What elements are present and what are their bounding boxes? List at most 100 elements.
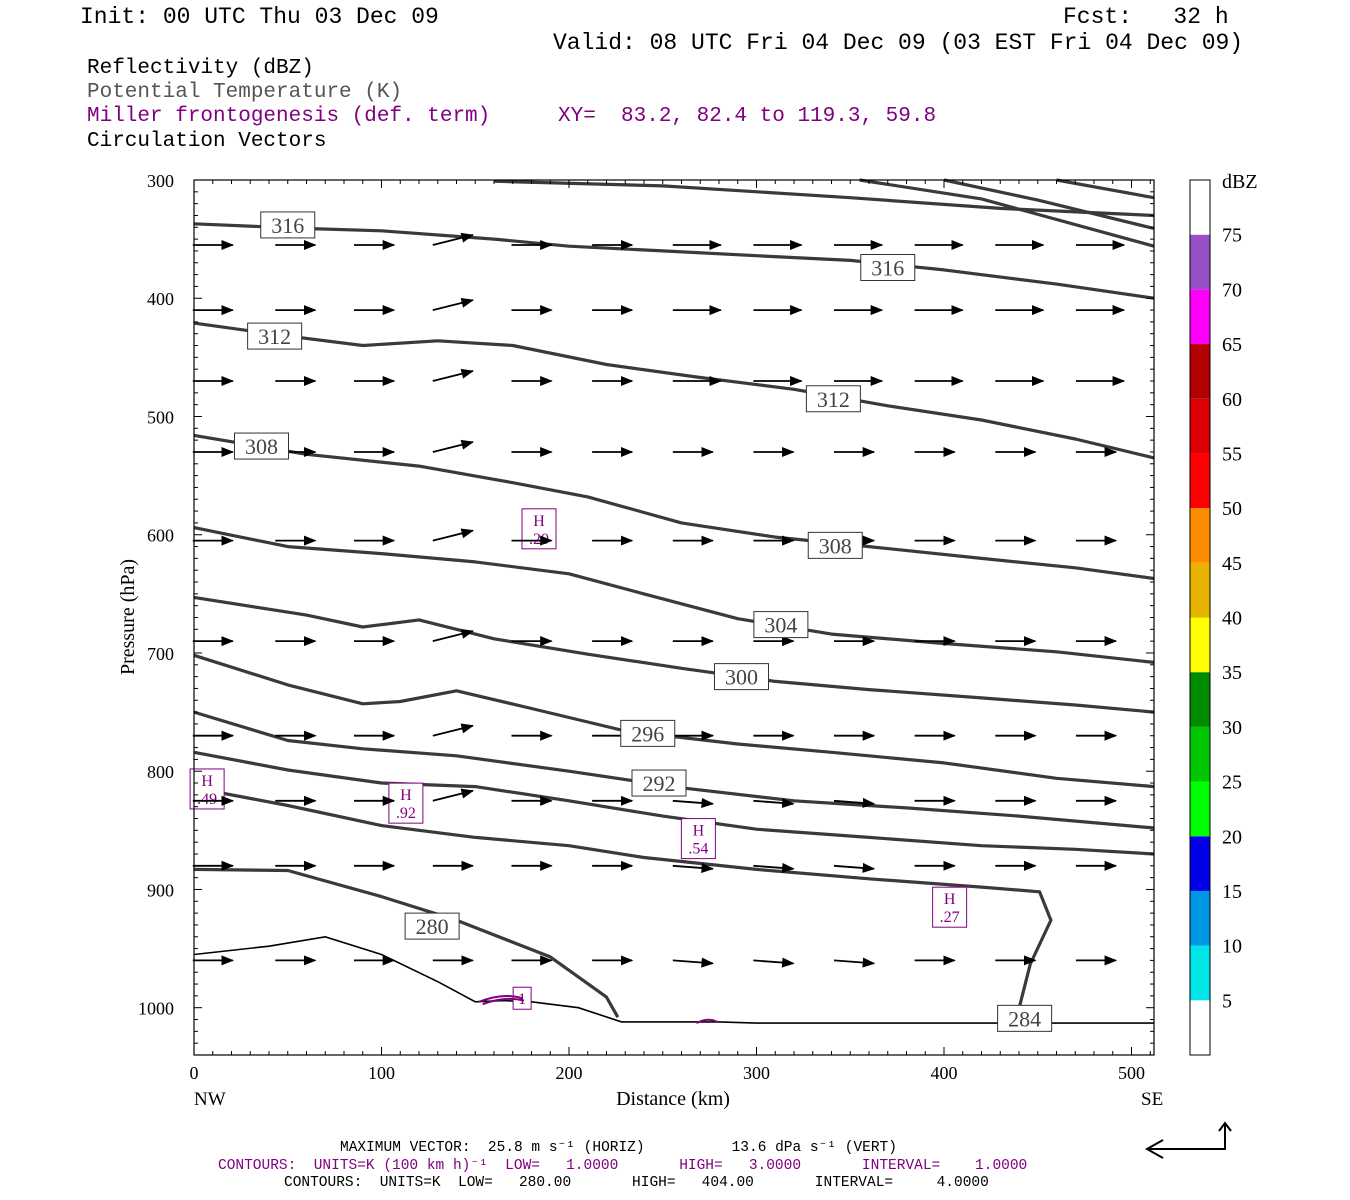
theta-contour-296 — [193, 653, 1155, 789]
fronto-max-value: .54 — [688, 841, 708, 858]
fronto-max-value: .49 — [197, 791, 217, 808]
fronto-max-box — [189, 768, 225, 810]
theta-contour-316 — [193, 222, 1155, 300]
colorbar-unit: dBZ — [1222, 171, 1258, 193]
cross-section-endpoints: XY= 83.2, 82.4 to 119.3, 59.8 — [558, 105, 937, 128]
theta-label-box — [404, 912, 460, 940]
theta-label-box — [997, 1004, 1053, 1032]
x-tick-label: 300 — [743, 1063, 770, 1083]
y-tick-label: 600 — [147, 526, 174, 546]
x-end-label-nw: NW — [194, 1089, 226, 1110]
theta-label-box — [234, 432, 289, 460]
colorbar: 5 10 15 20 25 30 35 40 45 50 55 60 65 70 75 — [1189, 179, 1242, 1056]
colorbar-tick-label: 25 — [1222, 772, 1242, 794]
theta-label-284: 284 — [1008, 1006, 1041, 1031]
x-tick-label: 200 — [556, 1063, 583, 1083]
theta-label-316: 316 — [871, 256, 904, 281]
fronto-max-box — [680, 818, 716, 860]
colorbar-segment — [1190, 945, 1210, 1001]
theta-label-280: 280 — [416, 914, 449, 939]
y-tick-label: 700 — [147, 644, 174, 664]
circulation-vector — [432, 628, 475, 642]
theta-label-312: 312 — [258, 324, 291, 349]
fronto-max-value: .27 — [940, 909, 960, 926]
colorbar-segment — [1190, 508, 1210, 563]
colorbar-segment — [1190, 617, 1210, 673]
colorbar-tick-label: 10 — [1222, 936, 1242, 958]
circulation-vector — [432, 368, 475, 382]
plot-frame — [193, 179, 1155, 1056]
theta-label-292: 292 — [643, 771, 676, 796]
x-tick-label: 500 — [1118, 1063, 1145, 1083]
theta-label-box — [753, 611, 809, 639]
colorbar-segment — [1190, 726, 1210, 782]
colorbar-tick-label: 55 — [1222, 443, 1242, 465]
x-tick-label: 100 — [368, 1063, 395, 1083]
fronto-contour — [696, 1018, 718, 1024]
contour-labels: 316 316 312 312 308 308 304 300 296 292 284 280 — [234, 211, 1053, 1032]
theta-contour-316 — [943, 178, 1155, 231]
theta-contour-304 — [193, 526, 1155, 664]
max-vector-info: MAXIMUM VECTOR: 25.8 m s⁻¹ (HORIZ) 13.6 … — [340, 1140, 897, 1156]
fronto-max-label: H — [693, 823, 705, 840]
colorbar-tick-label: 40 — [1222, 608, 1242, 630]
circulation-vector — [833, 797, 876, 808]
x-tick-label: 0 — [190, 1063, 199, 1083]
theta-contour-316 — [1056, 178, 1155, 200]
theta-label-box — [807, 531, 863, 559]
theta-contour-316 — [493, 179, 1155, 218]
circulation-vector — [432, 528, 475, 542]
legend-frontogenesis: Miller frontogenesis (def. term) — [87, 105, 491, 128]
x-tick-label: 400 — [931, 1063, 958, 1083]
theta-contour-308 — [193, 433, 1155, 581]
circulation-vector — [432, 297, 475, 311]
contours-theta-info: CONTOURS: UNITS=K LOW= 280.00 HIGH= 404.… — [284, 1175, 989, 1191]
circulation-vector — [833, 957, 876, 968]
theta-label-box — [860, 254, 916, 281]
colorbar-tick-label: 5 — [1222, 990, 1232, 1012]
theta-label-box — [620, 719, 676, 747]
fronto-max-box — [932, 886, 968, 928]
terrain-line — [193, 935, 1154, 1024]
theta-label-296: 296 — [631, 721, 664, 746]
y-tick-label: 800 — [147, 762, 174, 782]
colorbar-segment — [1190, 344, 1210, 399]
circulation-vector — [672, 797, 715, 808]
valid-time: Valid: 08 UTC Fri 04 Dec 09 (03 EST Fri … — [553, 30, 1244, 56]
theta-label-box — [714, 663, 769, 691]
colorbar-tick-label: 35 — [1222, 662, 1242, 684]
theta-contour-316 — [859, 178, 1155, 248]
theta-label-304: 304 — [764, 613, 797, 638]
init-time: Init: 00 UTC Thu 03 Dec 09 — [80, 4, 439, 30]
colorbar-segment — [1190, 289, 1210, 345]
circulation-vector — [753, 957, 795, 968]
colorbar-segment — [1190, 672, 1210, 727]
theta-label-316: 316 — [271, 213, 304, 238]
fronto-max-label: H — [201, 773, 213, 790]
theta-label-box — [247, 322, 303, 350]
circulation-vector — [432, 232, 475, 246]
fronto-max-value: .20 — [529, 531, 549, 548]
colorbar-tick-label: 65 — [1222, 334, 1242, 356]
legend-reflectivity: Reflectivity (dBZ) — [87, 57, 314, 80]
theta-label-box — [805, 385, 861, 413]
axes: 300 400 500 600 700 800 900 1000 0 100 200 300 400 50… — [138, 171, 1155, 1083]
y-tick-label: 300 — [147, 171, 174, 191]
y-tick-label: 900 — [147, 880, 174, 900]
circulation-vector — [833, 862, 876, 873]
theta-contours — [193, 178, 1155, 1024]
colorbar-tick-label: 70 — [1222, 279, 1242, 301]
colorbar-segment — [1190, 1000, 1210, 1055]
legend-potential-temperature: Potential Temperature (K) — [87, 81, 403, 104]
circulation-vector — [432, 439, 475, 453]
theta-contour-300 — [193, 595, 1155, 714]
colorbar-segment — [1190, 781, 1210, 837]
colorbar-tick-label: 75 — [1222, 225, 1242, 247]
legend-circulation-vectors: Circulation Vectors — [87, 130, 327, 153]
fronto-max-label: H — [944, 891, 956, 908]
circulation-vectors — [192, 232, 1126, 968]
x-end-label-se: SE — [1141, 1089, 1163, 1110]
colorbar-segment — [1190, 398, 1210, 454]
theta-label-308: 308 — [245, 434, 278, 459]
fronto-max-label: H — [533, 513, 545, 530]
